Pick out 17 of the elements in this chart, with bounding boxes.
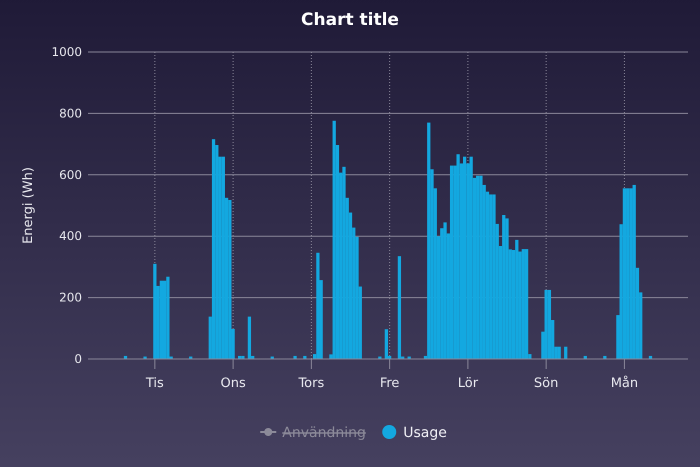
legend-label: Usage bbox=[403, 425, 447, 441]
x-tick-label: Ons bbox=[220, 376, 246, 391]
x-tick-label: Fre bbox=[380, 376, 400, 391]
x-tick-label: Tors bbox=[297, 376, 324, 391]
chart-title: Chart title bbox=[301, 10, 399, 30]
y-tick-label: 800 bbox=[59, 106, 82, 120]
x-tick-label: Lör bbox=[458, 376, 479, 391]
y-tick-label: 0 bbox=[74, 352, 82, 366]
x-tick-label: Sön bbox=[534, 376, 558, 391]
y-tick-label: 200 bbox=[59, 290, 82, 305]
legend-label: Användning bbox=[282, 425, 366, 441]
y-tick-label: 600 bbox=[59, 168, 82, 182]
x-tick-label: Mån bbox=[610, 375, 638, 391]
x-tick-label: Tis bbox=[144, 376, 164, 391]
y-tick-label: 400 bbox=[59, 229, 82, 244]
y-tick-label: 1000 bbox=[51, 45, 82, 59]
y-axis-title: Energi (Wh) bbox=[21, 167, 36, 244]
